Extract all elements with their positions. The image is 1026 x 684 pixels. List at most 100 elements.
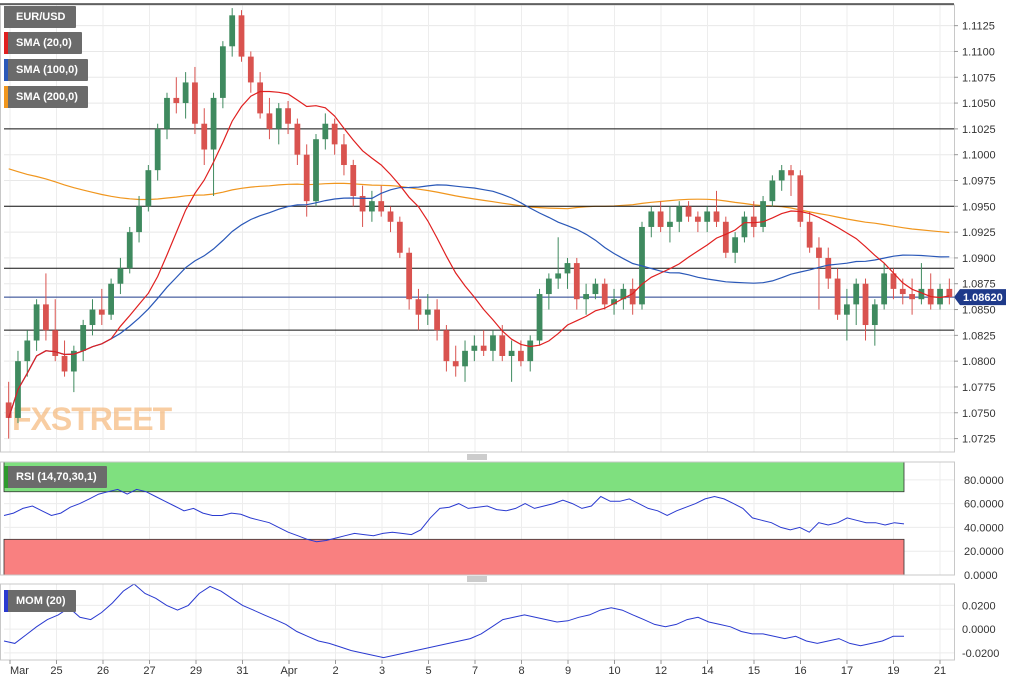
candle-up[interactable] — [108, 283, 114, 315]
candle-down[interactable] — [573, 263, 580, 300]
legend-eurusd[interactable]: EUR/USD — [4, 6, 76, 28]
candle-up[interactable] — [219, 46, 226, 98]
candle-down[interactable] — [98, 309, 105, 315]
candle-up[interactable] — [313, 139, 319, 202]
candle-up[interactable] — [592, 283, 599, 295]
candle-down[interactable] — [303, 154, 310, 202]
candle-down[interactable] — [946, 288, 953, 298]
legend-sma-200[interactable]: SMA (200,0) — [4, 86, 88, 108]
candle-down[interactable] — [387, 211, 394, 222]
candle-up[interactable] — [24, 340, 31, 362]
candle-up[interactable] — [229, 15, 236, 47]
candle-up[interactable] — [769, 180, 776, 202]
candle-down[interactable] — [518, 350, 524, 362]
candle-up[interactable] — [527, 340, 534, 362]
candle-up[interactable] — [667, 221, 673, 227]
candle-down[interactable] — [788, 170, 794, 176]
candle-down[interactable] — [415, 299, 422, 315]
candle-up[interactable] — [918, 288, 925, 300]
candle-up[interactable] — [853, 283, 860, 305]
candle-down[interactable] — [5, 402, 12, 418]
candle-up[interactable] — [937, 288, 943, 305]
candle-up[interactable] — [424, 309, 431, 315]
candle-down[interactable] — [685, 206, 692, 217]
candle-down[interactable] — [331, 123, 338, 145]
candle-down[interactable] — [601, 283, 608, 305]
candle-down[interactable] — [341, 144, 347, 166]
candle-up[interactable] — [33, 304, 40, 341]
candle-down[interactable] — [192, 82, 198, 124]
candle-down[interactable] — [350, 165, 357, 196]
candle-up[interactable] — [136, 206, 142, 233]
candle-down[interactable] — [201, 123, 208, 150]
candle-up[interactable] — [117, 268, 124, 284]
candle-up[interactable] — [620, 288, 627, 300]
candle-down[interactable] — [713, 211, 720, 222]
candle-up[interactable] — [564, 263, 571, 274]
candle-down[interactable] — [722, 221, 729, 253]
candle-down[interactable] — [834, 278, 841, 315]
candle-up[interactable] — [555, 273, 562, 279]
candle-up[interactable] — [462, 350, 468, 367]
candle-down[interactable] — [825, 257, 832, 279]
candle-up[interactable] — [70, 350, 77, 372]
candle-up[interactable] — [154, 128, 161, 171]
candle-down[interactable] — [629, 288, 636, 305]
candle-down[interactable] — [434, 309, 440, 331]
legend-rsi[interactable]: RSI (14,70,30,1) — [4, 466, 107, 488]
candle-down[interactable] — [247, 56, 254, 83]
candle-up[interactable] — [676, 206, 683, 222]
candle-up[interactable] — [545, 278, 552, 295]
candle-down[interactable] — [61, 355, 68, 372]
candle-up[interactable] — [648, 211, 655, 227]
candle-down[interactable] — [396, 221, 403, 253]
legend-sma-20[interactable]: SMA (20,0) — [4, 32, 82, 54]
candle-down[interactable] — [238, 15, 245, 57]
candle-down[interactable] — [443, 330, 450, 362]
candle-up[interactable] — [164, 97, 170, 129]
candle-up[interactable] — [536, 294, 543, 341]
candle-down[interactable] — [750, 216, 757, 227]
candle-down[interactable] — [480, 345, 487, 351]
legend-sma-100[interactable]: SMA (100,0) — [4, 59, 88, 81]
candle-down[interactable] — [899, 288, 906, 295]
candle-up[interactable] — [210, 97, 217, 150]
candle-down[interactable] — [452, 361, 459, 367]
candle-down[interactable] — [806, 221, 813, 248]
candle-down[interactable] — [816, 247, 822, 258]
candle-up[interactable] — [741, 216, 748, 238]
candle-up[interactable] — [89, 309, 96, 326]
candle-down[interactable] — [52, 330, 59, 356]
candle-up[interactable] — [732, 237, 739, 253]
candle-up[interactable] — [778, 170, 785, 181]
candle-down[interactable] — [43, 304, 49, 331]
candle-down[interactable] — [890, 273, 897, 289]
candle-down[interactable] — [173, 97, 180, 104]
candle-down[interactable] — [285, 108, 291, 124]
candle-up[interactable] — [760, 201, 766, 227]
candle-down[interactable] — [257, 82, 264, 114]
candle-down[interactable] — [294, 123, 301, 155]
candle-up[interactable] — [369, 201, 375, 212]
candle-up[interactable] — [704, 211, 711, 222]
candle-up[interactable] — [126, 232, 133, 269]
candle-up[interactable] — [490, 335, 496, 351]
candle-up[interactable] — [80, 325, 87, 351]
candle-down[interactable] — [378, 201, 385, 212]
candle-down[interactable] — [266, 113, 273, 129]
legend-mom[interactable]: MOM (20) — [4, 590, 76, 612]
candle-down[interactable] — [862, 283, 869, 326]
candle-up[interactable] — [322, 123, 329, 140]
candle-up[interactable] — [145, 170, 152, 207]
candle-down[interactable] — [406, 252, 413, 300]
candle-down[interactable] — [694, 216, 701, 222]
candle-down[interactable] — [657, 211, 664, 227]
candle-up[interactable] — [871, 304, 878, 326]
candle-up[interactable] — [844, 304, 850, 315]
candle-down[interactable] — [909, 294, 915, 300]
candle-up[interactable] — [583, 294, 589, 300]
candle-down[interactable] — [359, 195, 366, 212]
candle-up[interactable] — [182, 82, 189, 104]
candle-up[interactable] — [508, 350, 515, 356]
candle-up[interactable] — [611, 299, 617, 305]
